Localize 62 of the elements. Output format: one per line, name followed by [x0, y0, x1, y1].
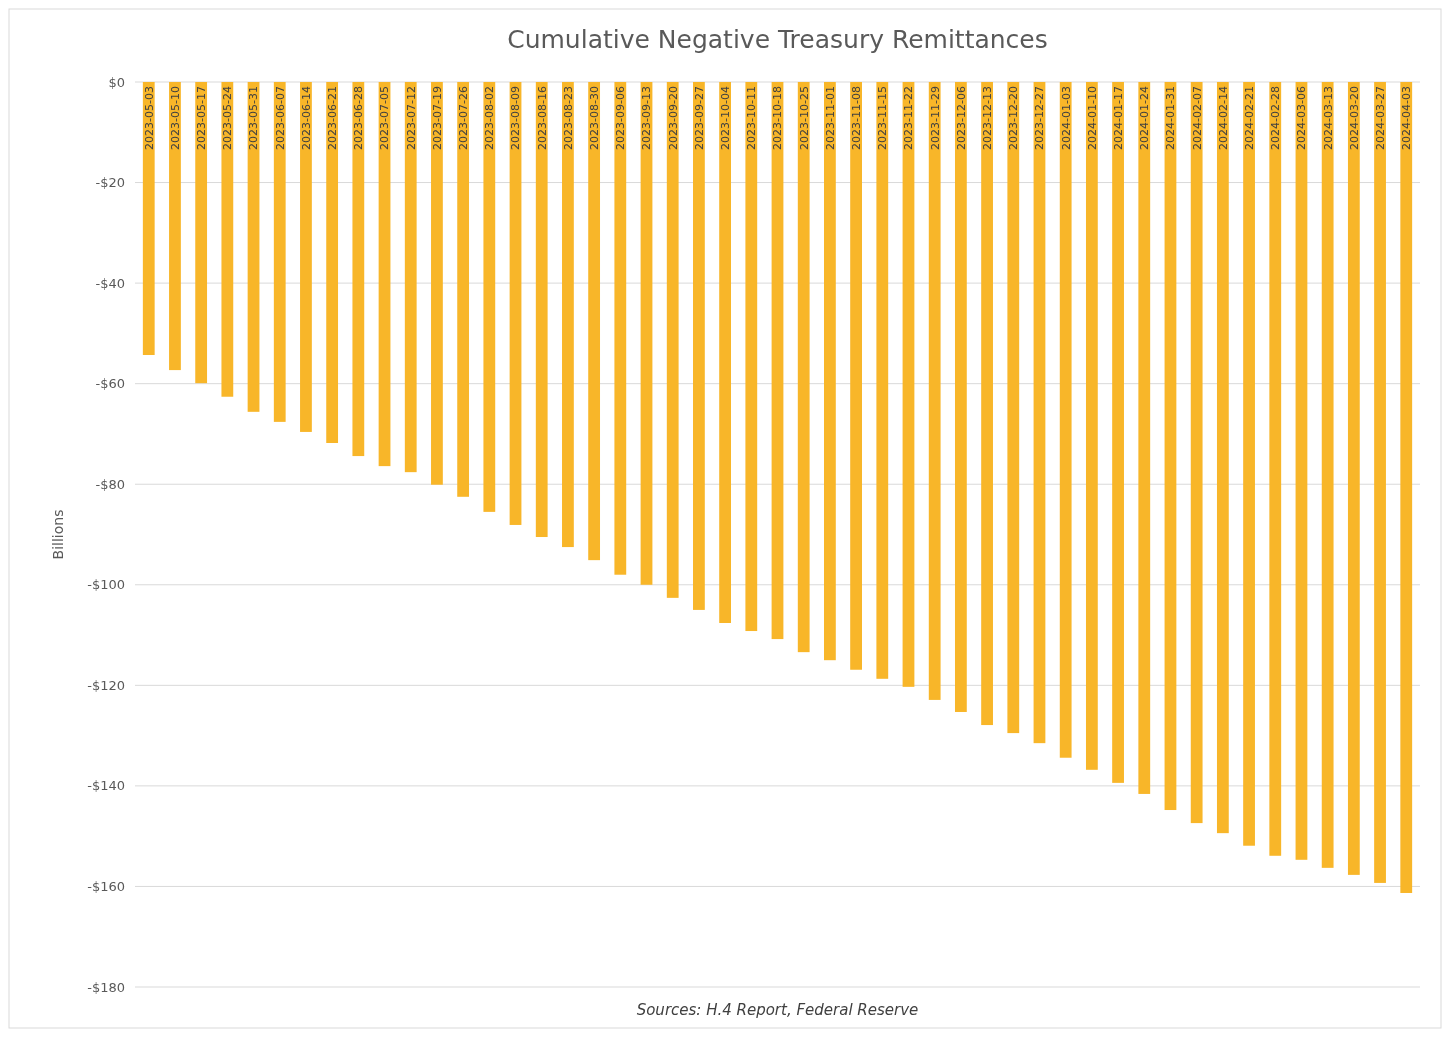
x-tick-label: 2023-11-22 — [902, 86, 916, 150]
x-tick-label: 2023-05-10 — [168, 86, 182, 150]
x-tick-label: 2023-05-24 — [221, 86, 235, 150]
x-tick-label: 2023-11-29 — [928, 86, 942, 150]
y-tick-label: -$140 — [87, 778, 125, 794]
y-tick-label: -$20 — [95, 175, 125, 191]
x-tick-label: 2024-01-03 — [1059, 86, 1073, 150]
x-tick-label: 2023-10-25 — [797, 86, 811, 150]
x-tick-label: 2024-02-14 — [1216, 86, 1230, 150]
y-tick-label: -$160 — [87, 878, 125, 894]
x-tick-label: 2023-09-20 — [666, 86, 680, 150]
y-tick-label: -$180 — [87, 979, 125, 995]
x-tick-label: 2024-01-24 — [1138, 86, 1152, 150]
x-tick-label: 2023-11-01 — [823, 86, 837, 150]
x-tick-label: 2023-11-08 — [849, 86, 863, 150]
x-tick-label: 2023-06-07 — [273, 86, 287, 150]
x-tick-label: 2024-04-03 — [1400, 86, 1414, 150]
x-tick-label: 2023-08-16 — [535, 86, 549, 150]
y-tick-label: -$40 — [95, 275, 125, 291]
y-tick-label: -$80 — [95, 476, 125, 492]
x-tick-label: 2023-08-09 — [509, 86, 523, 150]
x-tick-label: 2023-12-06 — [954, 86, 968, 150]
x-tick-label: 2023-07-26 — [456, 86, 470, 150]
x-tick-label: 2024-02-07 — [1190, 86, 1204, 150]
x-tick-label: 2023-05-03 — [142, 86, 156, 150]
x-tick-label: 2024-03-27 — [1373, 86, 1387, 150]
x-tick-label: 2023-10-18 — [771, 86, 785, 150]
y-axis-title: Billions — [50, 509, 66, 560]
y-tick-label: -$60 — [95, 376, 125, 392]
x-tick-label: 2024-01-17 — [1111, 86, 1125, 150]
x-tick-label: 2023-12-13 — [980, 86, 994, 150]
x-tick-label: 2024-03-20 — [1347, 86, 1361, 150]
chart-title: Cumulative Negative Treasury Remittances — [507, 25, 1048, 54]
x-tick-label: 2023-08-30 — [587, 86, 601, 150]
x-tick-label: 2023-11-15 — [876, 86, 890, 150]
x-tick-label: 2024-01-31 — [1164, 86, 1178, 150]
y-tick-label: $0 — [108, 74, 125, 90]
x-tick-label: 2024-01-10 — [1085, 86, 1099, 150]
x-tick-label: 2024-03-06 — [1295, 86, 1309, 150]
x-tick-label: 2023-10-11 — [745, 86, 759, 150]
x-tick-label: 2023-09-27 — [692, 86, 706, 150]
x-tick-label: 2023-07-19 — [430, 86, 444, 150]
x-tick-label: 2023-08-02 — [483, 86, 497, 150]
x-tick-label: 2023-10-04 — [718, 86, 732, 150]
x-tick-label: 2023-09-06 — [614, 86, 628, 150]
x-tick-label: 2024-02-21 — [1242, 86, 1256, 150]
x-tick-label: 2023-07-12 — [404, 86, 418, 150]
x-tick-label: 2023-06-21 — [325, 86, 339, 150]
x-tick-label: 2024-02-28 — [1269, 86, 1283, 150]
x-tick-label: 2023-05-31 — [247, 86, 261, 150]
x-tick-label: 2023-08-23 — [561, 86, 575, 150]
x-tick-label: 2023-09-13 — [640, 86, 654, 150]
x-tick-label: 2023-12-27 — [1033, 86, 1047, 150]
y-tick-label: -$120 — [87, 677, 125, 693]
x-tick-label: 2023-12-20 — [1007, 86, 1021, 150]
x-tick-label: 2024-03-13 — [1321, 86, 1335, 150]
x-tick-label: 2023-07-05 — [378, 86, 392, 150]
y-tick-label: -$100 — [87, 577, 125, 593]
x-tick-label: 2023-06-28 — [352, 86, 366, 150]
x-tick-label: 2023-06-14 — [299, 86, 313, 150]
x-tick-label: 2023-05-17 — [195, 86, 208, 150]
source-note: Sources: H.4 Report, Federal Reserve — [636, 1001, 919, 1019]
